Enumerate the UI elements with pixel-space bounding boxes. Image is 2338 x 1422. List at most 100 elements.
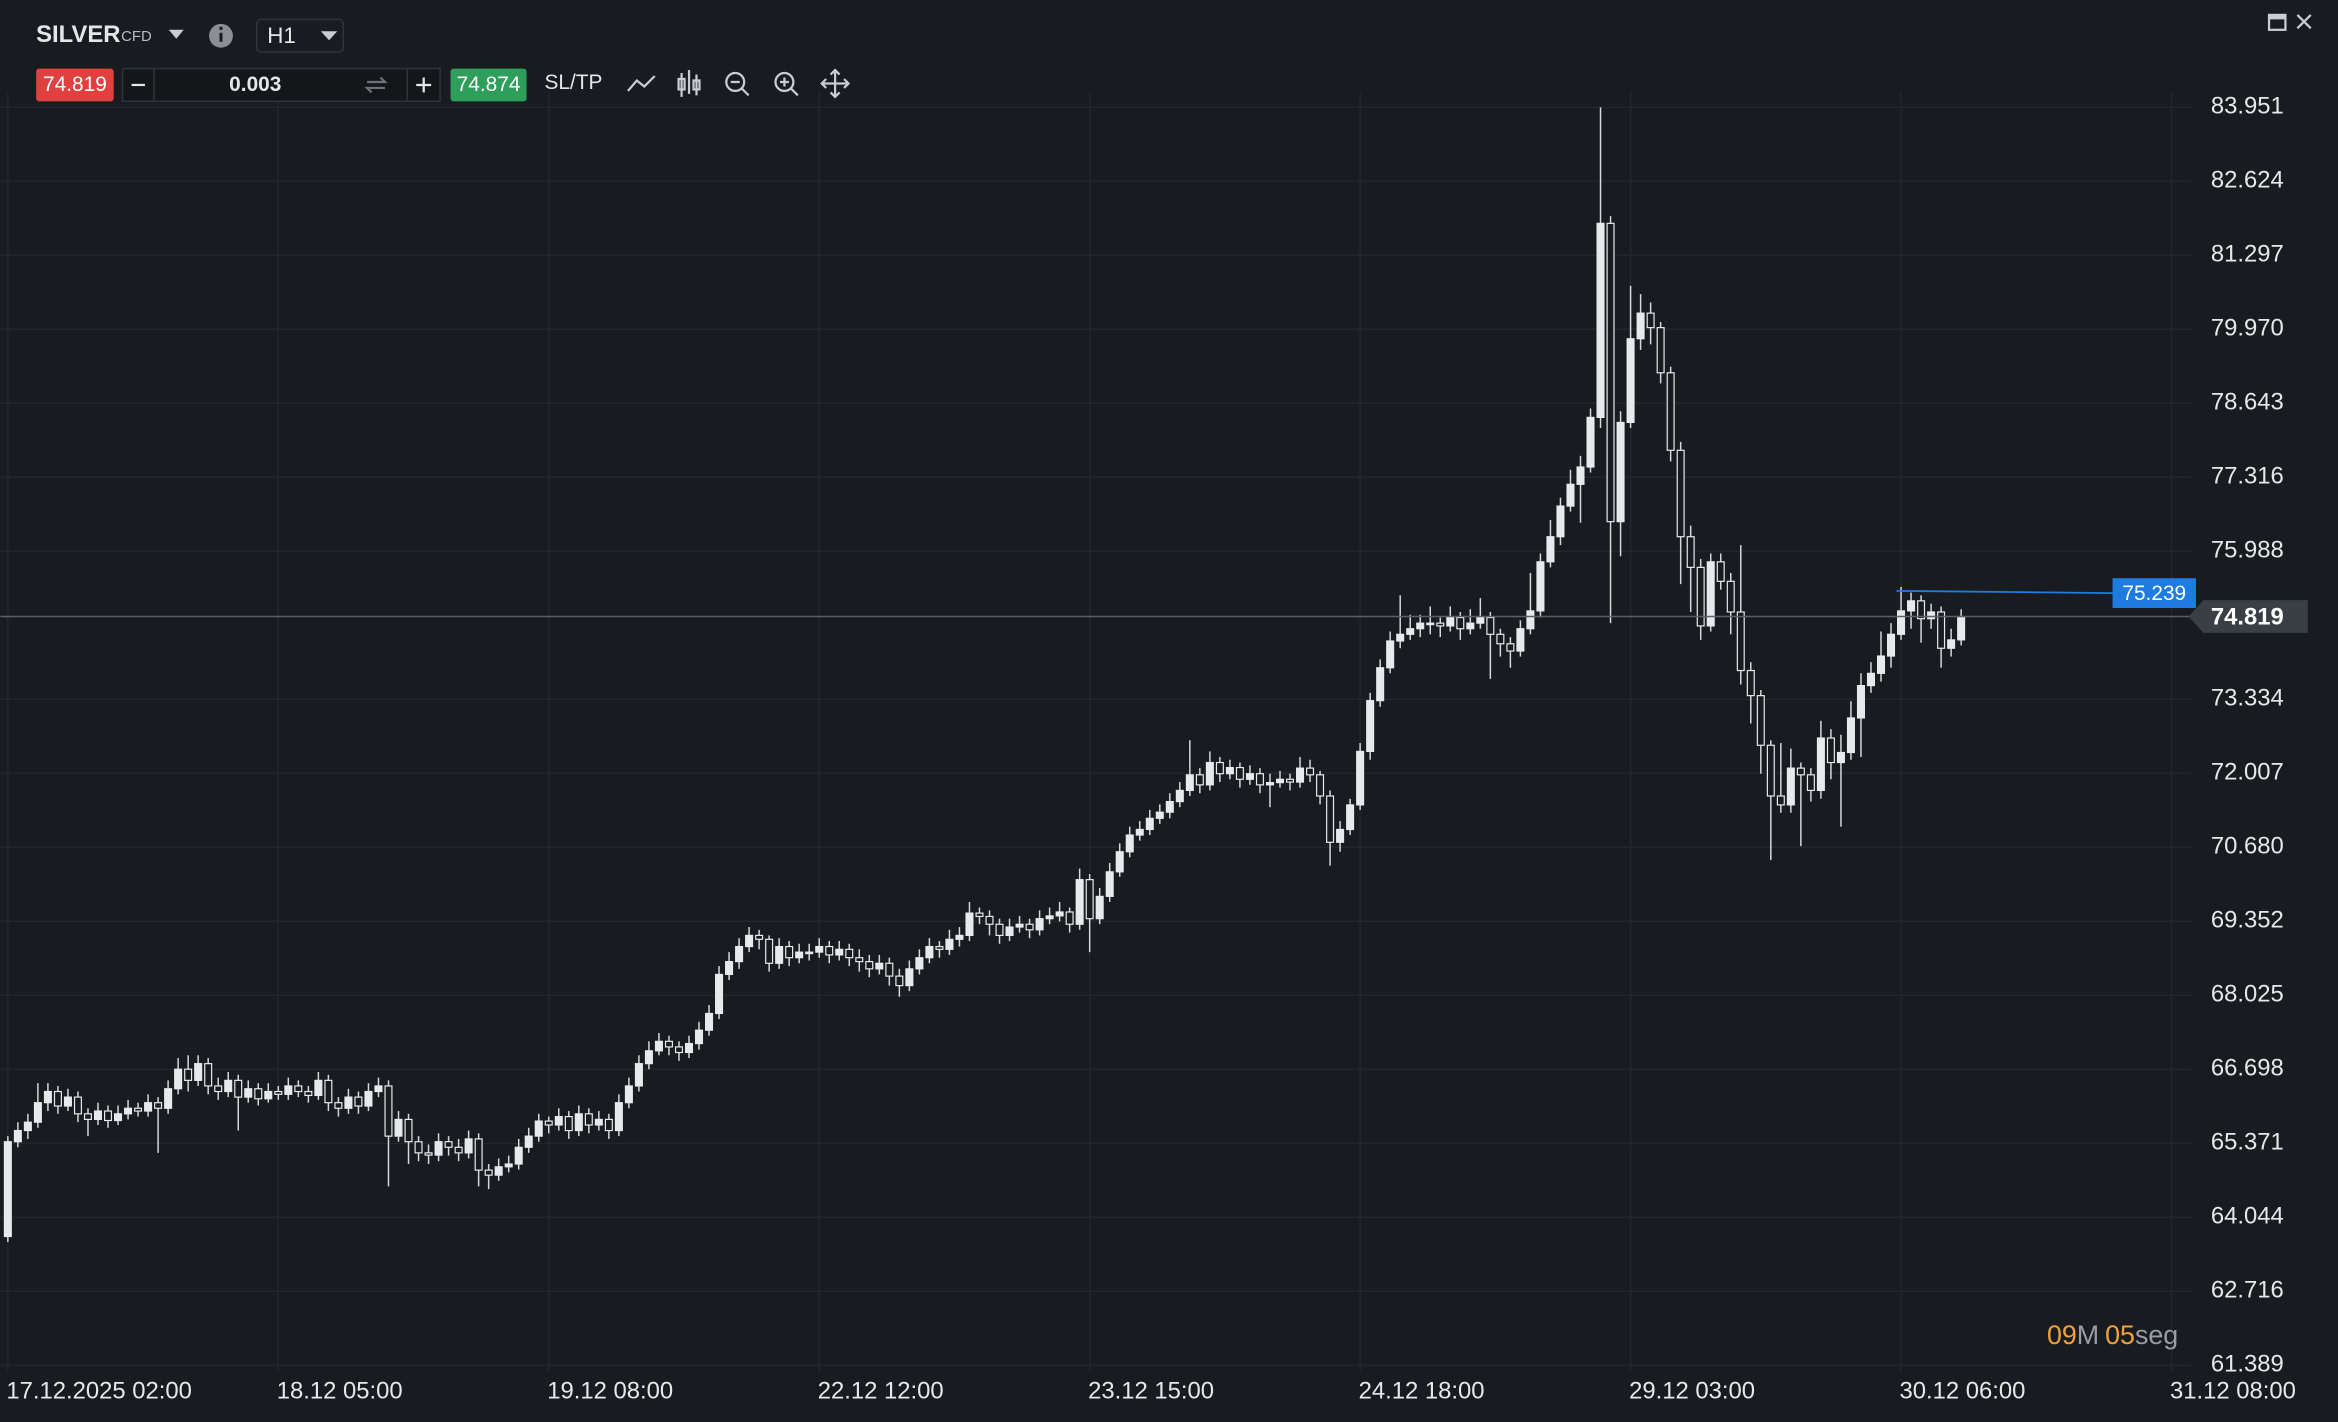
candle-body — [1846, 717, 1855, 754]
y-tick-label: 66.698 — [2211, 1055, 2284, 1082]
candle-chart-icon[interactable] — [677, 70, 701, 97]
info-glyph-dot — [219, 26, 223, 30]
candle-body — [1766, 744, 1775, 797]
candle-body — [1917, 600, 1926, 620]
candle-body — [1376, 667, 1385, 702]
zoom-out-icon[interactable] — [725, 71, 746, 93]
swap-icon[interactable] — [364, 76, 388, 94]
timeframe[interactable]: H1 — [267, 23, 296, 48]
candle-body — [424, 1152, 433, 1156]
candle-body — [1816, 737, 1825, 792]
candle-body — [83, 1113, 93, 1121]
plus-button[interactable] — [416, 77, 432, 93]
symbol-dropdown[interactable] — [168, 29, 184, 39]
candle-body — [1486, 616, 1495, 635]
candle-body — [1265, 782, 1275, 786]
candle-body — [1225, 766, 1234, 775]
info-glyph — [219, 32, 223, 42]
candle-body — [554, 1116, 563, 1126]
candle-body — [1255, 773, 1264, 786]
line-chart-icon[interactable] — [627, 75, 656, 92]
candle-body — [474, 1138, 483, 1171]
candle-body — [1155, 811, 1164, 819]
candle-body — [905, 968, 914, 987]
candle-body — [1095, 895, 1104, 920]
candle-body — [13, 1129, 22, 1143]
candle-body — [494, 1166, 503, 1176]
countdown: 09M 05seg — [2047, 1320, 2178, 1350]
candle-body — [1055, 911, 1064, 917]
candle-body — [454, 1146, 463, 1154]
candle-body — [1426, 622, 1435, 626]
candle-body — [644, 1050, 653, 1065]
candle-body — [735, 945, 744, 963]
candle-body — [434, 1141, 443, 1156]
candle-body — [574, 1113, 583, 1132]
candle-body — [364, 1090, 373, 1107]
candle-body — [1185, 774, 1194, 792]
candle-body — [1306, 767, 1315, 776]
candle-body — [1947, 639, 1956, 649]
x-tick-label: 23.12 15:00 — [1088, 1377, 1214, 1404]
candle-body — [264, 1090, 273, 1100]
candle-body — [1696, 566, 1705, 627]
candle-body — [1506, 643, 1515, 652]
zoom-in-icon[interactable] — [774, 71, 795, 93]
y-tick-label: 82.624 — [2211, 167, 2284, 194]
symbol[interactable]: SILVER — [36, 21, 120, 48]
candle-body — [1336, 828, 1345, 843]
y-tick-label: 64.044 — [2211, 1203, 2284, 1230]
candle-body — [1285, 778, 1295, 783]
candle-body — [1776, 795, 1785, 806]
candle-body — [1626, 338, 1635, 424]
candle-body — [244, 1088, 253, 1098]
candle-body — [1576, 466, 1585, 485]
candle-body — [504, 1163, 513, 1168]
candle-body — [334, 1102, 343, 1109]
sell-price[interactable]: 74.819 — [43, 73, 107, 96]
candle-body — [604, 1118, 613, 1132]
candle-body — [1596, 222, 1605, 418]
candle-body — [444, 1141, 453, 1148]
candle-body — [1957, 615, 1966, 641]
candle-body — [1646, 312, 1655, 329]
sl-tp-button[interactable]: SL/TP — [544, 71, 602, 94]
candle-body — [1706, 561, 1715, 627]
candle-body — [1135, 828, 1144, 836]
candle-body — [1526, 610, 1535, 630]
candle-body — [394, 1118, 403, 1137]
pan-icon[interactable] — [820, 68, 851, 99]
buy-price[interactable]: 74.874 — [457, 73, 521, 96]
candle-body — [1406, 628, 1415, 635]
candle-body — [1796, 767, 1805, 776]
candle-body — [324, 1079, 333, 1104]
sell-button[interactable] — [36, 68, 114, 102]
current-price-tag — [2188, 600, 2308, 633]
timeframe-dropdown[interactable] — [320, 31, 338, 41]
candle-body — [1736, 611, 1745, 672]
timeframe-box[interactable] — [256, 18, 344, 53]
candle-body — [1836, 751, 1845, 764]
maximize-bar — [2269, 14, 2286, 20]
candle-body — [144, 1102, 153, 1112]
candle-body — [1826, 737, 1835, 764]
quantity[interactable]: 0.003 — [229, 73, 281, 96]
candle-body — [1025, 923, 1034, 931]
y-tick-label: 69.352 — [2211, 907, 2284, 934]
candle-body — [1546, 536, 1555, 563]
quantity-field[interactable] — [121, 67, 441, 103]
x-tick-label: 24.12 18:00 — [1359, 1377, 1485, 1404]
y-tick-label: 78.643 — [2211, 389, 2284, 416]
candle-body — [654, 1040, 663, 1052]
buy-button[interactable] — [450, 68, 527, 102]
candle-body — [194, 1063, 203, 1081]
close-icon[interactable] — [2296, 14, 2312, 30]
candle-body — [1586, 416, 1595, 468]
candle-body — [1396, 633, 1405, 642]
candle-body — [584, 1113, 593, 1126]
candle-body — [314, 1079, 323, 1097]
candle-body — [304, 1090, 313, 1097]
candle-body — [1466, 622, 1475, 630]
